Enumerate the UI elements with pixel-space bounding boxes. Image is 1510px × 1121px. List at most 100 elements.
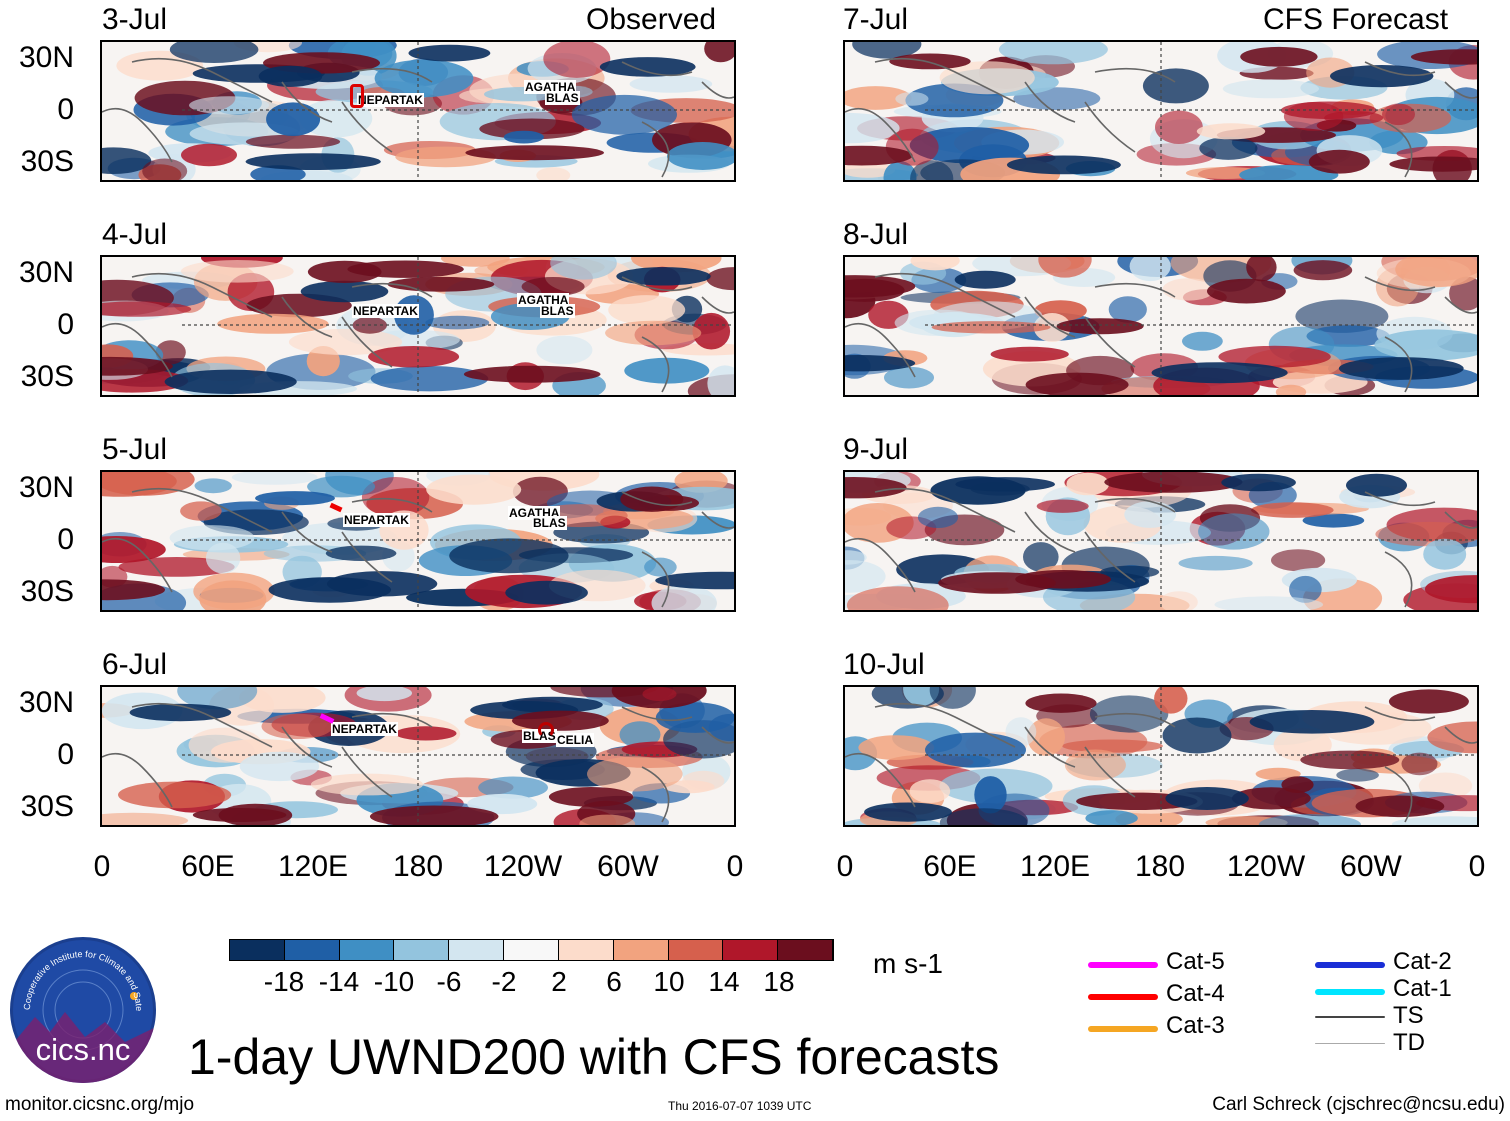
storm-label: NEPARTAK — [343, 513, 410, 527]
lat-tick: 30N — [18, 471, 74, 504]
observed-date-label-3: 5-Jul — [102, 433, 168, 466]
anomaly-blob — [846, 586, 949, 610]
anomaly-blob — [939, 61, 1035, 95]
observed-map-panel — [100, 40, 736, 182]
forecast-date-label-3: 9-Jul — [843, 433, 909, 466]
anomaly-blob — [239, 751, 320, 782]
anomaly-blob — [307, 475, 376, 498]
anomaly-blob — [102, 812, 189, 825]
anomaly-blob — [707, 365, 734, 395]
anomaly-blob — [503, 130, 544, 144]
lat-tick: 0 — [57, 93, 74, 126]
anomaly-blob — [895, 92, 929, 106]
anomaly-blob — [1178, 555, 1253, 571]
anomaly-jet — [845, 355, 916, 372]
anomaly-field — [102, 687, 734, 825]
anomaly-blob — [155, 340, 186, 365]
anomaly-blob — [1062, 739, 1163, 753]
lat-tick: 30N — [18, 686, 74, 719]
anomaly-blob — [478, 776, 548, 799]
anomaly-blob — [708, 713, 734, 742]
lon-tick: 120W — [483, 850, 563, 883]
lat-tick: 30S — [20, 360, 74, 393]
anomaly-jet — [1346, 473, 1407, 497]
storm-track-cat4 — [538, 722, 554, 738]
anomaly-blob — [1027, 718, 1065, 756]
anomaly-blob — [1182, 331, 1223, 351]
anomaly-blob — [1239, 164, 1339, 180]
anomaly-blob — [706, 267, 734, 291]
legend-swatch — [1088, 1026, 1158, 1032]
anomaly-blob — [288, 328, 403, 356]
anomaly-jet — [1355, 795, 1445, 818]
anomaly-blob — [925, 732, 1026, 768]
colorbar-tick: -10 — [373, 966, 415, 997]
coastline — [845, 272, 1477, 393]
logo-text: cics.nc — [35, 1032, 131, 1067]
anomaly-jet — [307, 260, 382, 283]
colorbar-tick: 10 — [653, 966, 685, 997]
anomaly-blob — [663, 780, 715, 794]
anomaly-jet — [387, 276, 495, 292]
colorbar-cell — [778, 940, 833, 960]
lat-tick: 0 — [57, 738, 74, 771]
anomaly-jet — [548, 787, 634, 807]
anomaly-blob — [1275, 384, 1307, 395]
anomaly-blob — [1108, 296, 1147, 323]
footer-timestamp: Thu 2016-07-07 1039 UTC — [668, 1099, 812, 1113]
anomaly-blob — [1336, 768, 1379, 782]
anomaly-blob — [189, 96, 270, 115]
anomaly-jet — [1410, 49, 1477, 65]
anomaly-jet — [258, 65, 323, 87]
lon-tick: 120E — [277, 850, 349, 883]
anomaly-jet — [300, 280, 389, 303]
anomaly-blob — [425, 315, 490, 330]
anomaly-jet — [1249, 710, 1375, 734]
legend-swatch — [1315, 1016, 1385, 1018]
anomaly-blob — [883, 161, 917, 180]
anomaly-blob — [255, 491, 335, 506]
anomaly-blob — [845, 162, 895, 178]
anomaly-jet — [1221, 473, 1296, 492]
anomaly-jet — [1025, 693, 1097, 713]
anomaly-blob — [536, 167, 571, 180]
lon-tick: 0 — [836, 850, 854, 883]
anomaly-blob — [624, 357, 710, 384]
anomaly-jet — [102, 579, 165, 601]
anomaly-blob — [356, 687, 412, 702]
anomaly-jet — [864, 802, 952, 822]
colorbar-cell — [449, 940, 505, 960]
footer-author: Carl Schreck (cjschrec@ncsu.edu) — [1212, 1094, 1505, 1115]
forecast-map-panel — [843, 40, 1479, 182]
anomaly-blob — [909, 779, 951, 803]
anomaly-blob — [194, 478, 232, 494]
footer-url[interactable]: monitor.cicsnc.org/mjo — [5, 1094, 195, 1115]
anomaly-blob — [118, 557, 235, 577]
anomaly-jet — [1308, 149, 1370, 174]
colorbar-cell — [668, 940, 724, 960]
storm-label: BLAS — [540, 304, 575, 318]
anomaly-blob — [845, 560, 886, 593]
anomaly-jet — [463, 365, 601, 383]
colorbar-tick: 18 — [763, 966, 795, 997]
colorbar-tick: -6 — [436, 966, 462, 997]
anomaly-blob — [1401, 752, 1438, 776]
anomaly-blob — [1064, 749, 1126, 781]
anomaly-blob — [188, 727, 263, 763]
anomaly-jet — [938, 572, 1056, 594]
coastline — [102, 702, 734, 823]
anomaly-blob — [1162, 278, 1215, 301]
anomaly-blob — [543, 42, 611, 78]
anomaly-blob — [619, 721, 661, 748]
anomaly-jet — [1231, 787, 1311, 810]
storm-label: NEPARTAK — [352, 304, 419, 318]
lat-tick: 0 — [57, 523, 74, 556]
anomaly-jet — [1207, 278, 1286, 304]
anomaly-blob — [910, 257, 960, 271]
anomaly-blob — [550, 257, 617, 280]
anomaly-blob — [199, 580, 267, 610]
anomaly-blob — [395, 726, 457, 741]
storm-label: AGATHA — [524, 80, 577, 94]
legend-label: Cat-5 — [1166, 948, 1225, 975]
anomaly-blob — [1023, 542, 1059, 572]
